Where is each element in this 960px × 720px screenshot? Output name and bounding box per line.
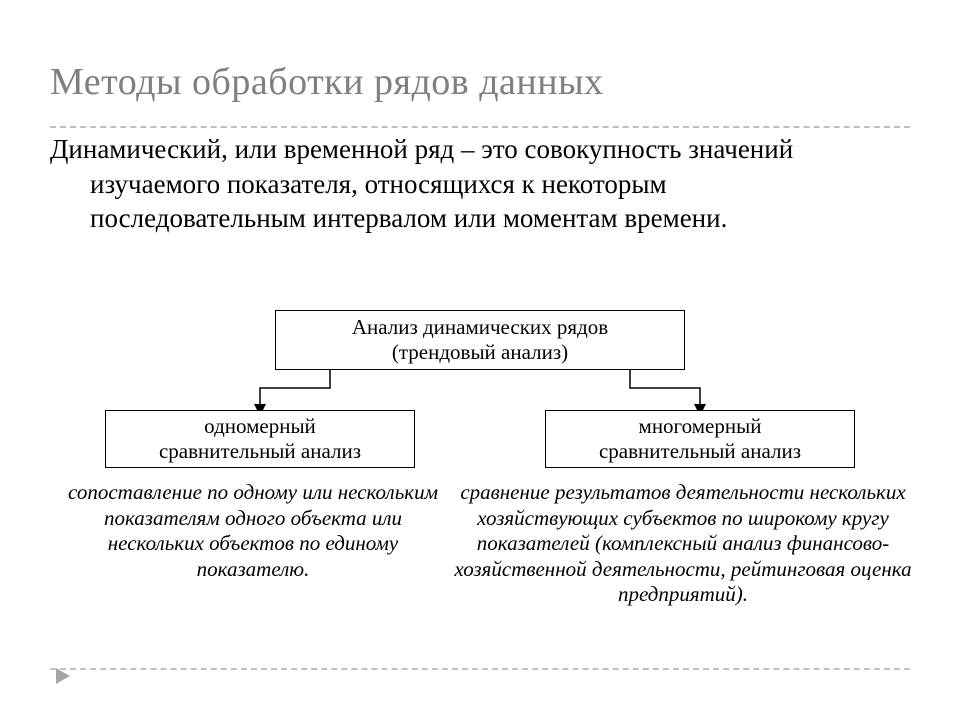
node-root-line1: Анализ динамических рядов	[352, 315, 608, 340]
footer-divider	[50, 668, 910, 670]
node-root-line2: (трендовый анализ)	[352, 340, 608, 365]
node-left: одномерный сравнительный анализ	[105, 410, 415, 468]
node-right-line1: многомерный	[599, 414, 801, 439]
node-right-line2: сравнительный анализ	[599, 439, 801, 464]
node-root: Анализ динамических рядов (трендовый ана…	[275, 310, 685, 370]
diagram: Анализ динамических рядов (трендовый ана…	[0, 0, 960, 720]
footer-arrow-icon	[56, 668, 70, 684]
node-right: многомерный сравнительный анализ	[545, 410, 855, 468]
desc-right: сравнение результатов деятельности неско…	[448, 480, 918, 608]
desc-left: сопоставление по одному или нескольким п…	[62, 480, 444, 582]
node-left-line1: одномерный	[159, 414, 361, 439]
edge-root-left	[260, 370, 330, 410]
edge-root-right	[630, 370, 700, 410]
slide: Методы обработки рядов данных Динамическ…	[0, 0, 960, 720]
node-left-line2: сравнительный анализ	[159, 439, 361, 464]
